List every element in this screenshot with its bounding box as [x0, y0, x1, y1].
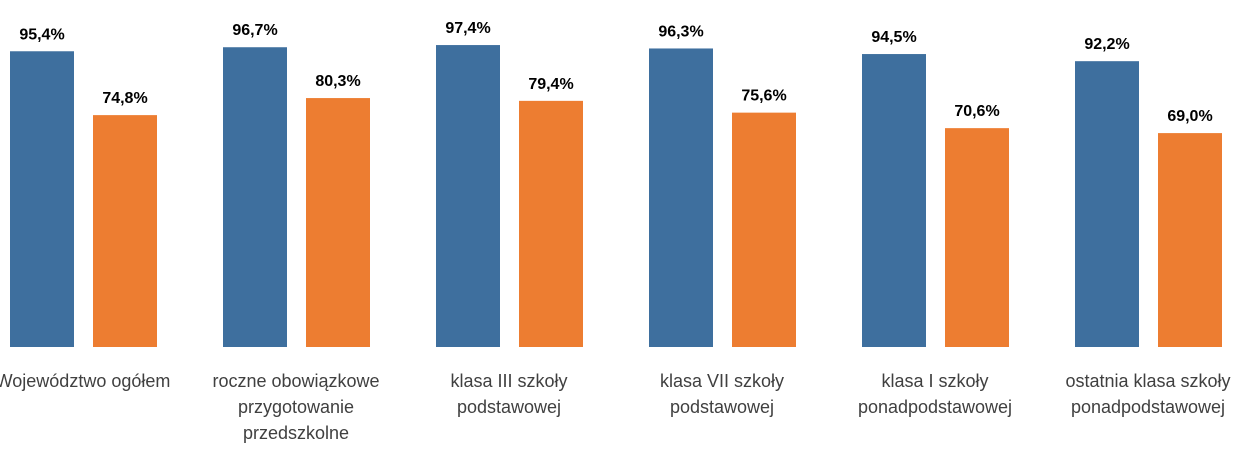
value-label: 69,0% — [1167, 108, 1212, 125]
x-tick-label: Województwo ogółem — [0, 371, 171, 391]
value-label: 96,7% — [232, 22, 277, 39]
value-label: 95,4% — [19, 26, 64, 43]
bar — [1158, 133, 1222, 347]
value-label: 75,6% — [741, 88, 786, 105]
bar — [306, 98, 370, 347]
value-label: 70,6% — [954, 103, 999, 120]
bar — [1075, 61, 1139, 348]
bar — [732, 112, 796, 347]
bar — [436, 45, 500, 348]
bar — [862, 54, 926, 348]
value-label: 74,8% — [102, 90, 147, 107]
bar — [519, 100, 583, 347]
x-tick-label: klasa VII szkoły podstawowej — [659, 371, 785, 417]
x-tick-label: ostatnia klasa szkoły ponadpodstawowej — [1065, 371, 1231, 417]
bar — [945, 128, 1009, 347]
value-label: 94,5% — [871, 29, 916, 46]
x-tick-label: klasa III szkoły podstawowej — [450, 371, 568, 417]
x-tick-label: roczne obowiązkowe przygotowanie przedsz… — [212, 371, 380, 443]
value-label: 80,3% — [315, 73, 360, 90]
x-tick-label: klasa I szkoły ponadpodstawowej — [857, 371, 1013, 417]
bar — [649, 48, 713, 347]
value-label: 92,2% — [1084, 36, 1129, 53]
bar — [10, 51, 74, 347]
bar — [93, 115, 157, 348]
value-label: 97,4% — [445, 20, 490, 37]
bar — [223, 47, 287, 347]
value-label: 79,4% — [528, 76, 573, 93]
value-label: 96,3% — [658, 23, 703, 40]
